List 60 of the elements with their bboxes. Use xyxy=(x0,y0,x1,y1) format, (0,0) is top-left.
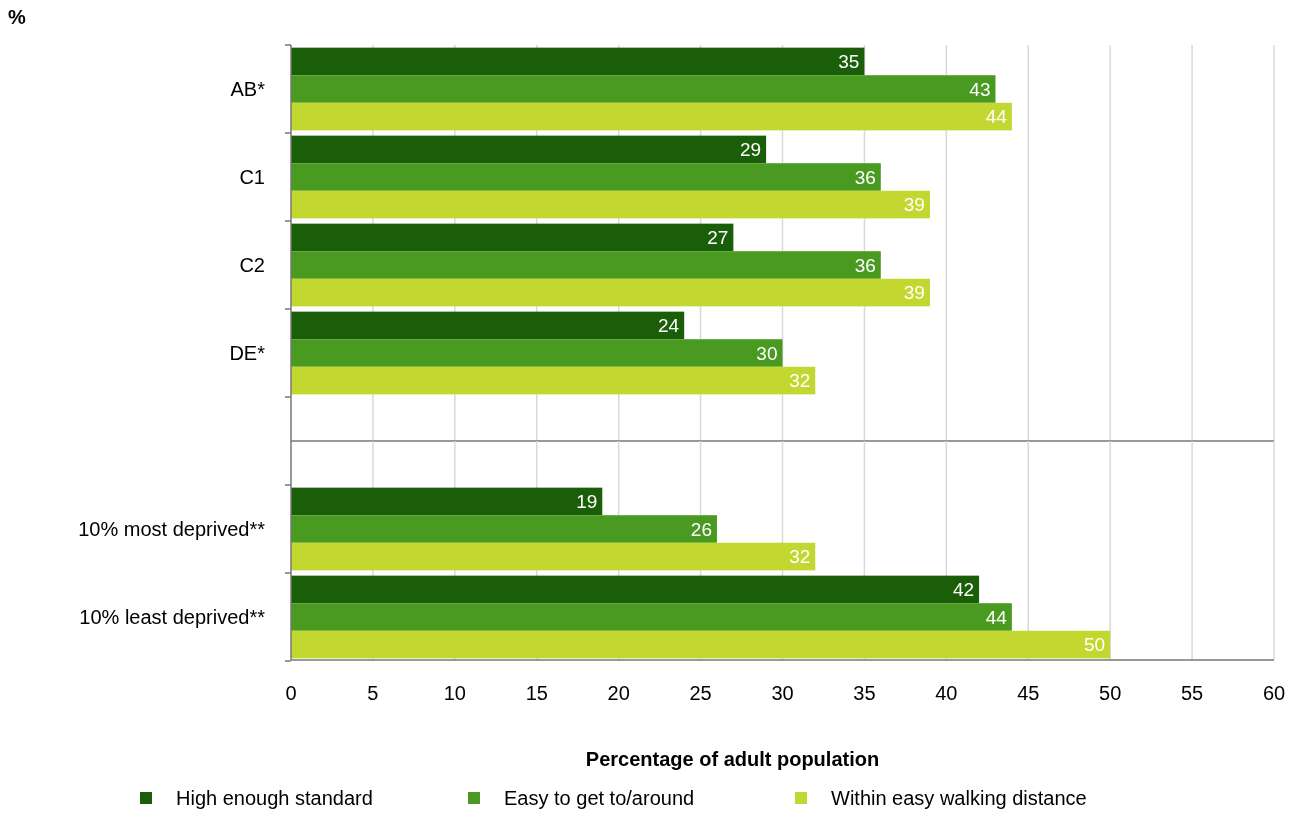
bar xyxy=(291,47,865,76)
data-label: 26 xyxy=(690,518,712,540)
legend-label: High enough standard xyxy=(176,787,373,810)
bar xyxy=(291,311,685,340)
bar xyxy=(291,366,816,395)
data-label: 39 xyxy=(903,282,925,304)
bar xyxy=(291,339,783,367)
bar xyxy=(291,575,980,604)
bar xyxy=(291,515,717,543)
x-tick-label: 35 xyxy=(853,682,876,704)
data-label: 50 xyxy=(1084,634,1106,656)
bar xyxy=(291,75,996,103)
legend-label: Easy to get to/around xyxy=(504,787,695,810)
y-tick-label: DE* xyxy=(229,342,266,365)
x-axis-title: Percentage of adult population xyxy=(585,748,880,770)
x-tick-label: 60 xyxy=(1262,682,1286,704)
y-tick-label: 10% most deprived** xyxy=(78,518,266,541)
bar xyxy=(291,542,816,571)
y-tick-label: 10% least deprived** xyxy=(79,606,266,629)
data-label: 36 xyxy=(854,254,876,276)
bar xyxy=(291,278,930,307)
x-tick-label: 50 xyxy=(1099,682,1122,704)
data-label: 42 xyxy=(952,579,975,601)
x-tick-label: 45 xyxy=(1017,682,1040,704)
x-tick-label: 10 xyxy=(443,682,466,704)
bar xyxy=(291,135,767,164)
x-tick-label: 55 xyxy=(1180,682,1204,704)
data-label: 35 xyxy=(838,51,860,73)
data-label: 29 xyxy=(739,139,762,161)
data-label: 19 xyxy=(576,491,598,513)
data-label: 44 xyxy=(985,606,1008,628)
bar xyxy=(291,251,881,279)
data-label: 39 xyxy=(903,194,925,216)
y-axis-title: % xyxy=(8,6,26,28)
data-label: 32 xyxy=(789,370,811,392)
bar xyxy=(291,163,881,191)
data-label: 30 xyxy=(756,342,778,364)
bar xyxy=(291,102,1012,131)
bar xyxy=(291,190,930,219)
data-label: 43 xyxy=(969,78,991,100)
data-label: 27 xyxy=(707,227,729,249)
x-tick-label: 30 xyxy=(771,682,794,704)
legend-label: Within easy walking distance xyxy=(831,787,1087,810)
x-tick-label: 40 xyxy=(935,682,958,704)
bar xyxy=(291,630,1111,659)
y-tick-label: C1 xyxy=(239,166,265,189)
bar xyxy=(291,223,734,252)
y-tick-label: C2 xyxy=(239,254,265,277)
data-label: 32 xyxy=(789,546,811,568)
data-label: 24 xyxy=(658,315,680,337)
data-label: 36 xyxy=(854,166,876,188)
x-tick-label: 25 xyxy=(689,682,712,704)
x-tick-label: 5 xyxy=(367,682,379,704)
bar xyxy=(291,487,603,516)
bar xyxy=(291,603,1012,631)
x-tick-label: 20 xyxy=(607,682,630,704)
data-label: 44 xyxy=(985,106,1008,128)
x-tick-label: 15 xyxy=(525,682,548,704)
x-tick-label: 0 xyxy=(285,682,297,704)
y-tick-label: AB* xyxy=(230,78,266,101)
